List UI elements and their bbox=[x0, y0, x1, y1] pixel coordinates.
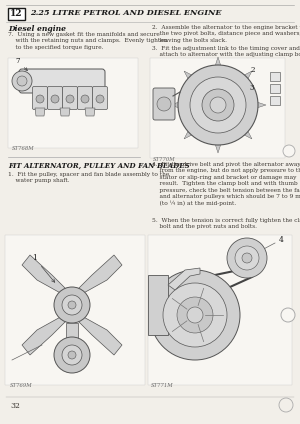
Circle shape bbox=[157, 97, 171, 111]
Circle shape bbox=[202, 89, 234, 121]
FancyBboxPatch shape bbox=[150, 58, 285, 158]
Circle shape bbox=[150, 270, 240, 360]
Circle shape bbox=[51, 95, 59, 103]
FancyBboxPatch shape bbox=[92, 86, 107, 109]
Polygon shape bbox=[22, 255, 67, 295]
FancyBboxPatch shape bbox=[148, 275, 168, 335]
Circle shape bbox=[17, 76, 27, 86]
Circle shape bbox=[68, 301, 76, 309]
Text: 4: 4 bbox=[279, 236, 283, 244]
Polygon shape bbox=[60, 108, 70, 116]
Text: 12: 12 bbox=[10, 9, 23, 19]
Text: 2: 2 bbox=[251, 66, 255, 74]
Circle shape bbox=[235, 246, 259, 270]
Polygon shape bbox=[212, 57, 224, 75]
Polygon shape bbox=[168, 268, 200, 290]
Circle shape bbox=[66, 95, 74, 103]
Circle shape bbox=[178, 65, 258, 145]
Text: 32: 32 bbox=[10, 402, 20, 410]
Text: 2.  Assemble the alternator to the engine bracket with
    the two pivot bolts, : 2. Assemble the alternator to the engine… bbox=[152, 25, 300, 43]
Polygon shape bbox=[22, 315, 67, 355]
Polygon shape bbox=[235, 122, 252, 139]
Polygon shape bbox=[85, 108, 95, 116]
Text: Diesel engine: Diesel engine bbox=[8, 25, 66, 33]
Circle shape bbox=[81, 95, 89, 103]
FancyBboxPatch shape bbox=[77, 86, 92, 109]
Polygon shape bbox=[212, 134, 224, 153]
Text: ST770M: ST770M bbox=[153, 157, 176, 162]
Polygon shape bbox=[248, 99, 266, 111]
FancyBboxPatch shape bbox=[5, 235, 145, 385]
Circle shape bbox=[281, 308, 295, 322]
Text: 7.  Using a new gasket fit the manifolds and secure
    with the retaining nuts : 7. Using a new gasket fit the manifolds … bbox=[8, 32, 167, 50]
Circle shape bbox=[68, 351, 76, 359]
FancyBboxPatch shape bbox=[8, 58, 138, 148]
Circle shape bbox=[62, 345, 82, 365]
Text: 1: 1 bbox=[32, 254, 55, 282]
Circle shape bbox=[62, 295, 82, 315]
FancyBboxPatch shape bbox=[19, 69, 105, 93]
FancyBboxPatch shape bbox=[47, 86, 62, 109]
Circle shape bbox=[283, 145, 295, 157]
FancyBboxPatch shape bbox=[66, 323, 78, 343]
FancyBboxPatch shape bbox=[269, 95, 280, 104]
Circle shape bbox=[190, 77, 246, 133]
Text: 3.  Fit the adjustment link to the timing cover and
    attach to alternator wit: 3. Fit the adjustment link to the timing… bbox=[152, 46, 300, 57]
Circle shape bbox=[12, 71, 32, 91]
FancyBboxPatch shape bbox=[62, 86, 77, 109]
Circle shape bbox=[163, 283, 227, 347]
FancyBboxPatch shape bbox=[269, 72, 280, 81]
Circle shape bbox=[242, 253, 252, 263]
Polygon shape bbox=[77, 255, 122, 295]
Text: ST768M: ST768M bbox=[12, 146, 34, 151]
Text: FIT ALTERNATOR, PULLEY AND FAN BLADES: FIT ALTERNATOR, PULLEY AND FAN BLADES bbox=[8, 162, 190, 170]
Text: 3: 3 bbox=[250, 84, 254, 92]
Polygon shape bbox=[184, 122, 201, 139]
FancyBboxPatch shape bbox=[8, 8, 25, 20]
Polygon shape bbox=[170, 99, 189, 111]
Circle shape bbox=[177, 297, 213, 333]
Polygon shape bbox=[35, 108, 45, 116]
Text: ST769M: ST769M bbox=[10, 383, 33, 388]
Circle shape bbox=[36, 95, 44, 103]
Circle shape bbox=[187, 307, 203, 323]
FancyBboxPatch shape bbox=[153, 88, 175, 120]
Text: 7: 7 bbox=[15, 57, 27, 70]
Circle shape bbox=[54, 287, 90, 323]
Text: ST771M: ST771M bbox=[151, 383, 174, 388]
Text: 2.25 LITRE PETROL AND DIESEL ENGINE: 2.25 LITRE PETROL AND DIESEL ENGINE bbox=[30, 9, 221, 17]
Text: 5.  When the tension is correct fully tighten the clamp
    bolt and the pivot n: 5. When the tension is correct fully tig… bbox=[152, 218, 300, 229]
Circle shape bbox=[210, 97, 226, 113]
FancyBboxPatch shape bbox=[269, 84, 280, 92]
Circle shape bbox=[54, 337, 90, 373]
Polygon shape bbox=[77, 315, 122, 355]
FancyBboxPatch shape bbox=[32, 86, 47, 109]
Polygon shape bbox=[184, 71, 201, 89]
Text: 1.  Fit the pulley, spacer and fan blade assembly to the
    water pump shaft.: 1. Fit the pulley, spacer and fan blade … bbox=[8, 172, 169, 184]
Text: 4.  Fit the drive belt and pivot the alternator away
    from the engine, but do: 4. Fit the drive belt and pivot the alte… bbox=[152, 162, 300, 206]
Circle shape bbox=[96, 95, 104, 103]
FancyBboxPatch shape bbox=[148, 235, 292, 385]
Circle shape bbox=[279, 398, 293, 412]
Polygon shape bbox=[235, 71, 252, 89]
Circle shape bbox=[227, 238, 267, 278]
